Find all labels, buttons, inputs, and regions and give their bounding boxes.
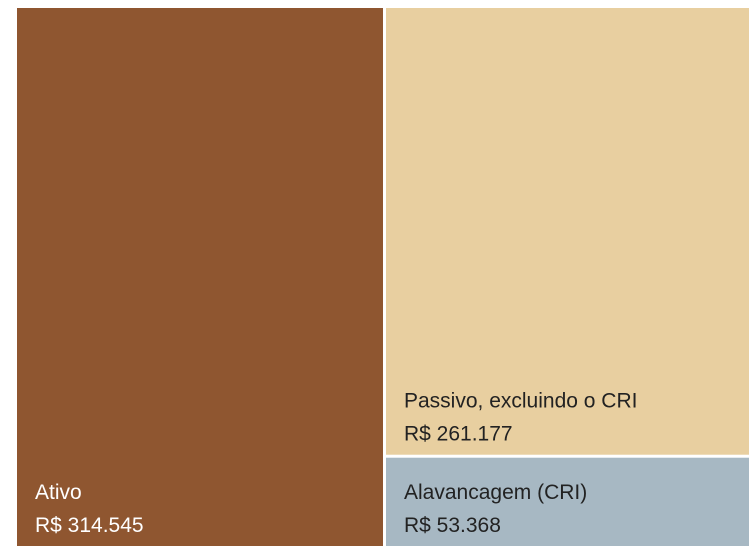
tile-label: Ativo [35,481,82,504]
tile [17,8,383,546]
tile-value: R$ 314.545 [35,514,144,537]
tile-value: R$ 261.177 [404,423,513,446]
tile-label: Passivo, excluindo o CRI [404,390,637,413]
tile [386,457,749,546]
tile-label: Alavancagem (CRI) [404,481,587,504]
tile-value: R$ 53.368 [404,514,501,537]
tile [386,8,749,455]
